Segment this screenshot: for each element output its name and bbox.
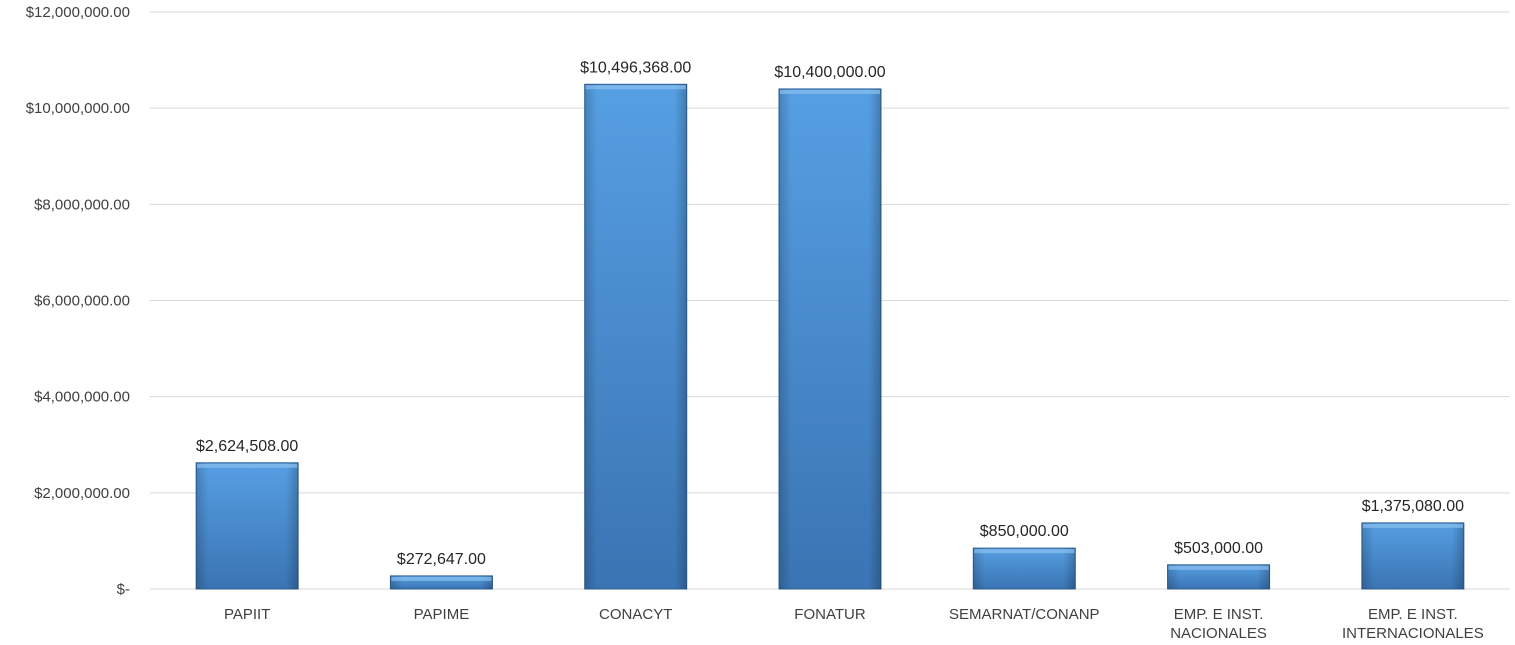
y-axis-tick-labels: $- $2,000,000.00 $4,000,000.00 $6,000,000.0… [26, 4, 130, 598]
x-category-label-line: PAPIME [414, 606, 470, 623]
bars [195, 83, 1465, 590]
x-category-label-line: EMP. E INST. [1368, 606, 1458, 623]
bar [1167, 564, 1271, 590]
bar-highlight [780, 89, 880, 94]
x-category-label: EMP. E INST. NACIONALES [1170, 606, 1267, 642]
y-tick-label: $2,000,000.00 [34, 485, 130, 502]
bar [584, 83, 688, 590]
x-category-label: SEMARNAT/CONANP [949, 606, 1100, 623]
data-label: $10,496,368.00 [580, 59, 691, 76]
y-tick-label: $6,000,000.00 [34, 293, 130, 310]
x-category-label-line: PAPIIT [224, 606, 270, 623]
x-category-label-line: INTERNACIONALES [1342, 625, 1484, 642]
bar-highlight [391, 576, 492, 581]
y-tick-label: $8,000,000.00 [34, 196, 130, 213]
x-category-label-line: CONACYT [599, 606, 672, 623]
data-label: $10,400,000.00 [774, 64, 885, 81]
x-category-label-line: EMP. E INST. [1174, 606, 1264, 623]
x-category-label-line: FONATUR [794, 606, 866, 623]
bar-highlight [585, 85, 686, 90]
x-category-label-line: NACIONALES [1170, 625, 1267, 642]
bar-highlight [1362, 523, 1463, 528]
y-tick-label: $12,000,000.00 [26, 4, 130, 21]
y-tick-label: $4,000,000.00 [34, 389, 130, 406]
bar [195, 462, 299, 590]
x-category-label: PAPIME [414, 606, 470, 623]
y-tick-label: $10,000,000.00 [26, 100, 130, 117]
data-label: $503,000.00 [1174, 540, 1263, 557]
x-axis-category-labels: PAPIIT PAPIME CONACYT FONATUR SEMARNAT/CONAN… [224, 606, 1484, 642]
bar-shading [1361, 522, 1464, 589]
data-labels: $2,624,508.00 $272,647.00 $10,496,368.00 $1… [196, 59, 1464, 568]
bar-shading [584, 84, 687, 590]
x-category-label: EMP. E INST. INTERNACIONALES [1342, 606, 1484, 642]
bar [1361, 522, 1465, 590]
bar-shading [779, 88, 881, 589]
bar-highlight [1168, 565, 1269, 570]
bar [972, 547, 1076, 590]
bar-shading [196, 462, 299, 589]
data-label: $1,375,080.00 [1362, 498, 1464, 515]
y-tick-label: $- [117, 581, 130, 598]
x-category-label: FONATUR [794, 606, 866, 623]
bar [389, 575, 493, 590]
data-label: $850,000.00 [980, 523, 1069, 540]
x-category-label: CONACYT [599, 606, 672, 623]
data-label: $272,647.00 [397, 551, 486, 568]
x-category-label-line: SEMARNAT/CONANP [949, 606, 1100, 623]
bar-highlight [974, 549, 1075, 554]
bar-highlight [197, 463, 298, 468]
bar-shading [973, 548, 1076, 589]
data-label: $2,624,508.00 [196, 438, 298, 455]
x-category-label: PAPIIT [224, 606, 270, 623]
bar [778, 88, 882, 590]
